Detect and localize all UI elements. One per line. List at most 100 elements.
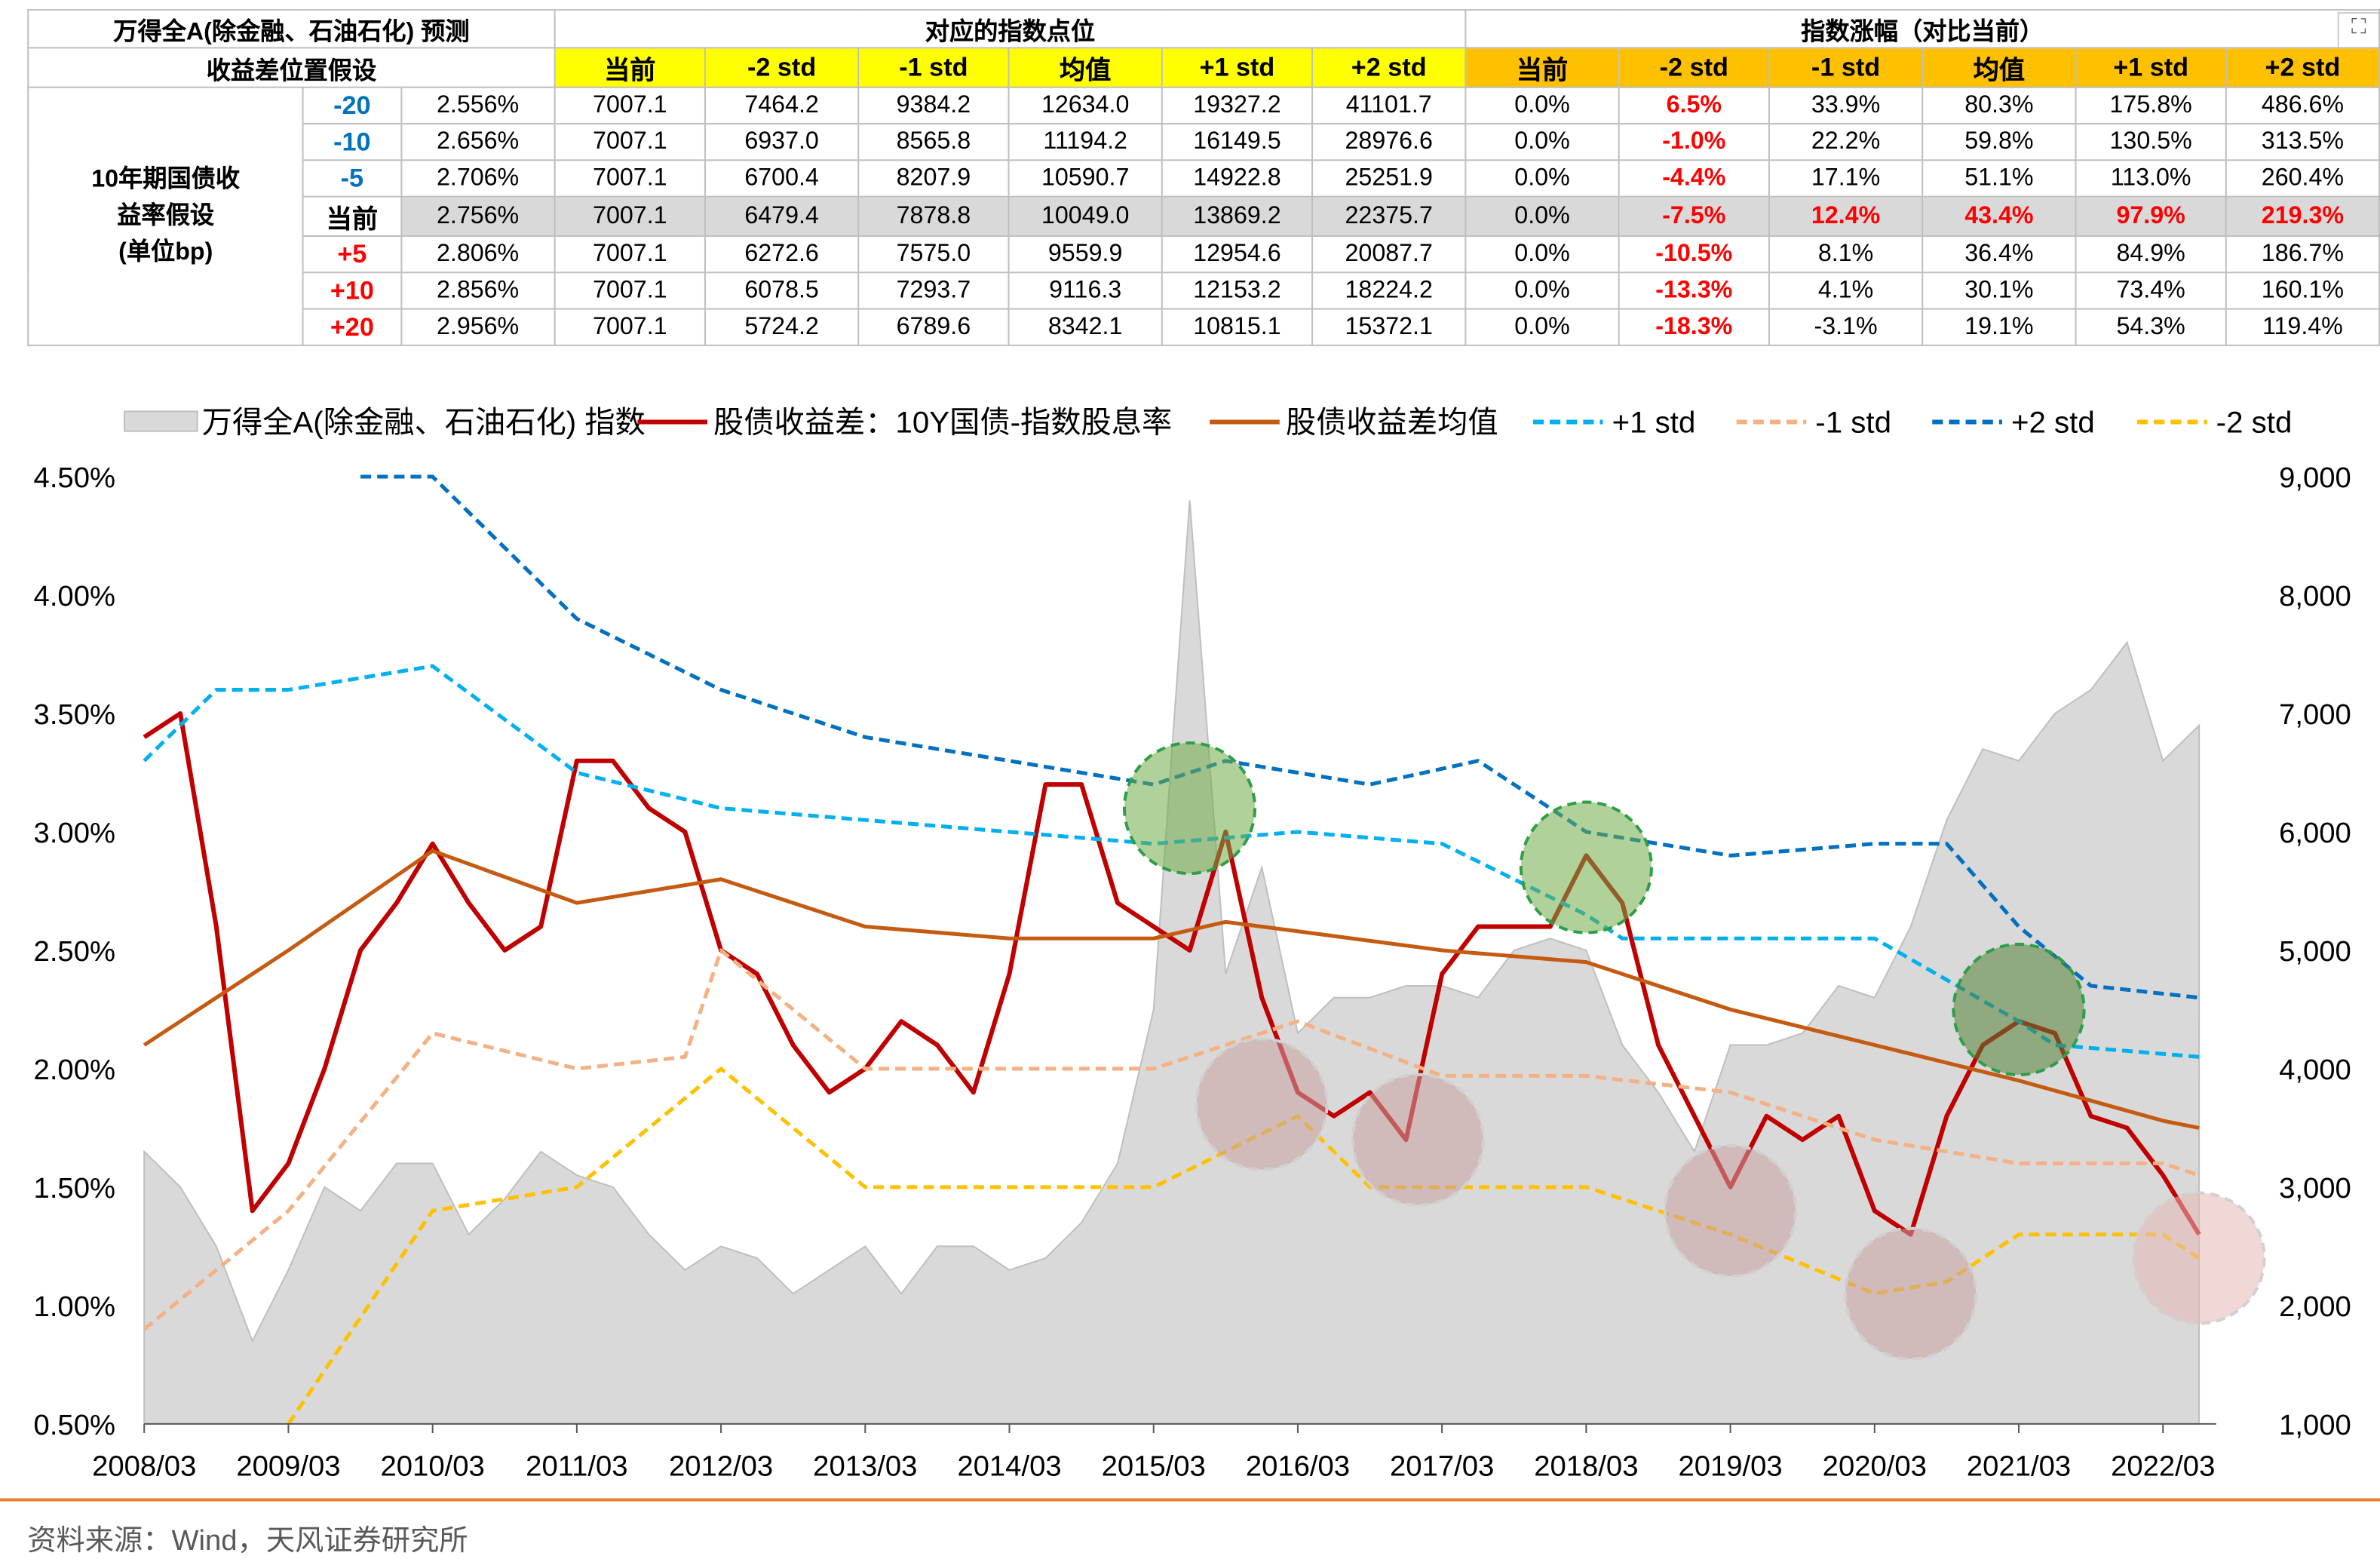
yield-cell: 2.756%	[400, 195, 556, 237]
change-cell: -10.5%	[1618, 235, 1770, 274]
change-cell: 130.5%	[2075, 123, 2227, 161]
group-change-header: 指数涨幅（对比当前）	[1464, 9, 2380, 49]
points-cell: 7007.1	[554, 235, 706, 274]
column-header: +1 std	[2075, 47, 2227, 88]
column-header: 当前	[554, 47, 706, 88]
change-cell: 80.3%	[1921, 86, 2077, 125]
y-right-tick-label: 2,000	[2279, 1290, 2351, 1323]
y-left-tick-label: 4.50%	[34, 462, 115, 494]
change-cell: 54.3%	[2075, 308, 2227, 346]
side-label: 10年期国债收 益率假设 (单位bp)	[27, 86, 305, 346]
change-cell: 160.1%	[2225, 272, 2380, 310]
chart: 2008/03 2009/03 2010/03 2011/03 2012/03 2013/…	[34, 406, 2351, 1483]
points-cell: 6700.4	[704, 159, 860, 198]
group-points-header: 对应的指数点位	[554, 9, 1467, 49]
points-cell: 7007.1	[554, 159, 706, 198]
highlight-circle	[1952, 942, 2086, 1077]
bp-cell: -10	[302, 123, 402, 161]
series-line-1	[143, 849, 2200, 1130]
x-tick-label: 2022/03	[2111, 1450, 2215, 1482]
y-left-tick-label: 1.50%	[34, 1172, 115, 1205]
table-row: 当前 2.756% 7007.1 6479.4 7878.8 10049.0 13869.2…	[28, 195, 2380, 237]
y-left-tick-label: 3.50%	[34, 698, 115, 731]
table-row: 10年期国债收 益率假设 (单位bp) -20 2.556% 7007.1 7464.2 93…	[27, 86, 2380, 346]
x-tick-label: 2016/03	[1246, 1450, 1350, 1482]
column-header: -1 std	[857, 47, 1010, 88]
y-right-tick-label: 1,000	[2279, 1409, 2351, 1441]
points-cell: 7293.7	[857, 272, 1010, 310]
points-cell: 7007.1	[554, 86, 706, 125]
points-cell: 28976.6	[1311, 123, 1467, 161]
points-cell: 6479.4	[704, 195, 860, 237]
points-cell: 10049.0	[1008, 195, 1163, 237]
change-cell: 0.0%	[1464, 308, 1620, 346]
x-tick-label: 2013/03	[813, 1450, 917, 1482]
column-header: -2 std	[1618, 47, 1770, 88]
change-cell: 0.0%	[1464, 159, 1620, 198]
table-row: +20 2.956% 7007.1 5724.2 6789.6 8342.1 10815.1…	[28, 308, 2380, 346]
highlight-circle	[1195, 1037, 1329, 1171]
change-cell: -7.5%	[1618, 195, 1770, 237]
highlight-circle	[1122, 741, 1257, 876]
y-right-tick-label: 8,000	[2279, 580, 2351, 612]
x-tick-label: 2012/03	[669, 1450, 773, 1482]
points-cell: 12954.6	[1161, 235, 1314, 274]
column-header: 均值	[1921, 47, 2077, 88]
points-cell: 14922.8	[1161, 159, 1314, 198]
bp-cell: -20	[302, 86, 402, 125]
points-cell: 11194.2	[1008, 123, 1163, 161]
change-cell: 33.9%	[1768, 86, 1924, 125]
change-cell: -3.1%	[1768, 308, 1924, 346]
highlight-circle	[1844, 1226, 1978, 1361]
points-cell: 16149.5	[1161, 123, 1314, 161]
change-cell: 0.0%	[1464, 86, 1620, 125]
change-cell: 175.8%	[2075, 86, 2227, 125]
series-line-5	[287, 1066, 2201, 1426]
table-row: +10 2.856% 7007.1 6078.5 7293.7 9116.3 12153.2…	[28, 272, 2380, 310]
y-right-tick-label: 6,000	[2279, 817, 2351, 849]
side-label-line: (单位bp)	[118, 239, 213, 265]
y-right-tick-label: 9,000	[2279, 462, 2351, 494]
y-left-tick-label: 2.00%	[34, 1054, 115, 1086]
x-tick-label: 2020/03	[1823, 1450, 1927, 1482]
points-cell: 10815.1	[1161, 308, 1314, 346]
y-right-tick-label: 4,000	[2279, 1054, 2351, 1086]
column-header: +1 std	[1161, 47, 1314, 88]
points-cell: 20087.7	[1311, 235, 1467, 274]
bp-cell: +5	[302, 235, 402, 274]
change-cell: 0.0%	[1464, 195, 1620, 237]
change-cell: 0.0%	[1464, 123, 1620, 161]
table-row: -5 2.706% 7007.1 6700.4 8207.9 10590.7 14922.8…	[28, 159, 2380, 198]
yield-cell: 2.706%	[400, 159, 556, 198]
legend-label: +1 std	[1612, 406, 1696, 440]
divider	[0, 1498, 2380, 1502]
points-cell: 22375.7	[1311, 195, 1467, 237]
change-cell: 59.8%	[1921, 123, 2077, 161]
forecast-table: 万得全A(除金融、石油石化) 预测 对应的指数点位 指数涨幅（对比当前） 收益差位置假…	[27, 9, 2380, 346]
change-cell: -18.3%	[1618, 308, 1770, 346]
bp-cell: +20	[302, 308, 402, 346]
yield-cell: 2.556%	[400, 86, 556, 125]
column-header: +2 std	[1311, 47, 1467, 88]
points-cell: 8342.1	[1008, 308, 1163, 346]
change-cell: 22.2%	[1768, 123, 1924, 161]
column-header: -1 std	[1768, 47, 1924, 88]
y-right-tick-label: 7,000	[2279, 698, 2351, 731]
points-cell: 9559.9	[1008, 235, 1163, 274]
column-header: +2 std	[2225, 47, 2380, 88]
change-cell: 119.4%	[2225, 308, 2380, 346]
legend-label: -1 std	[1815, 406, 1891, 440]
x-tick-label: 2018/03	[1534, 1450, 1638, 1482]
table-row: -10 2.656% 7007.1 6937.0 8565.8 11194.2 16149.…	[28, 123, 2380, 161]
y-right-tick-label: 5,000	[2279, 935, 2351, 968]
legend-swatch	[124, 410, 198, 432]
change-cell: 19.1%	[1921, 308, 2077, 346]
change-cell: 8.1%	[1768, 235, 1924, 274]
change-cell: -4.4%	[1618, 159, 1770, 198]
points-cell: 10590.7	[1008, 159, 1163, 198]
change-cell: 4.1%	[1768, 272, 1924, 310]
x-tick-label: 2010/03	[381, 1450, 485, 1482]
change-cell: 84.9%	[2075, 235, 2227, 274]
series-line-0	[143, 710, 2201, 1237]
legend-label: +2 std	[2011, 406, 2095, 440]
